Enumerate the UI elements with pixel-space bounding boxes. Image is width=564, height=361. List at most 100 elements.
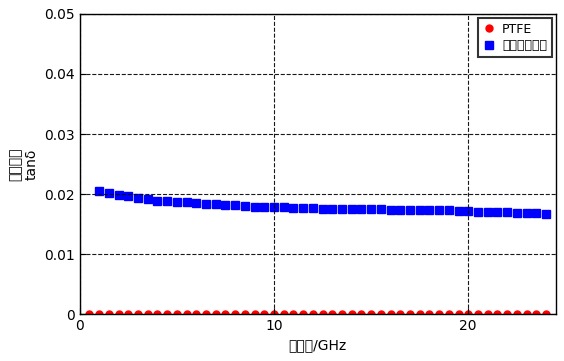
PTFE <box>290 312 297 316</box>
PTFE <box>251 312 258 316</box>
回路基板材料 <box>212 202 219 206</box>
回路基板材料 <box>416 208 423 212</box>
回路基板材料 <box>387 208 394 212</box>
PTFE <box>416 312 423 316</box>
Legend: PTFE, 回路基板材料: PTFE, 回路基板材料 <box>478 18 552 57</box>
回路基板材料 <box>183 200 190 205</box>
回路基板材料 <box>513 210 520 215</box>
回路基板材料 <box>193 201 200 205</box>
回路基板材料 <box>377 207 384 211</box>
回路基板材料 <box>164 199 170 204</box>
回路基板材料 <box>338 206 345 211</box>
回路基板材料 <box>202 201 209 206</box>
PTFE <box>232 312 239 316</box>
回路基板材料 <box>319 206 326 211</box>
PTFE <box>484 312 491 316</box>
回路基板材料 <box>105 191 112 195</box>
PTFE <box>358 312 365 316</box>
回路基板材料 <box>397 208 404 212</box>
回路基板材料 <box>358 207 365 211</box>
PTFE <box>523 312 530 316</box>
PTFE <box>202 312 209 316</box>
Line: 回路基板材料: 回路基板材料 <box>95 187 550 218</box>
回路基板材料 <box>523 211 530 216</box>
PTFE <box>533 312 540 316</box>
回路基板材料 <box>349 207 355 211</box>
PTFE <box>310 312 316 316</box>
回路基板材料 <box>280 205 287 209</box>
回路基板材料 <box>271 205 277 209</box>
PTFE <box>299 312 306 316</box>
Line: PTFE: PTFE <box>86 310 549 317</box>
PTFE <box>465 312 472 316</box>
PTFE <box>407 312 413 316</box>
回路基板材料 <box>494 210 501 214</box>
回路基板材料 <box>115 193 122 197</box>
PTFE <box>135 312 142 316</box>
PTFE <box>446 312 452 316</box>
PTFE <box>144 312 151 316</box>
回路基板材料 <box>154 199 161 203</box>
回路基板材料 <box>96 189 103 193</box>
PTFE <box>349 312 355 316</box>
回路基板材料 <box>474 209 481 214</box>
PTFE <box>513 312 520 316</box>
PTFE <box>174 312 180 316</box>
PTFE <box>271 312 277 316</box>
PTFE <box>377 312 384 316</box>
PTFE <box>494 312 501 316</box>
PTFE <box>164 312 170 316</box>
PTFE <box>387 312 394 316</box>
PTFE <box>436 312 443 316</box>
PTFE <box>397 312 404 316</box>
PTFE <box>261 312 268 316</box>
回路基板材料 <box>144 197 151 202</box>
回路基板材料 <box>241 204 248 208</box>
PTFE <box>183 312 190 316</box>
PTFE <box>426 312 433 316</box>
回路基板材料 <box>222 203 229 207</box>
回路基板材料 <box>504 210 510 214</box>
PTFE <box>504 312 510 316</box>
回路基板材料 <box>232 203 239 208</box>
回路基板材料 <box>251 205 258 209</box>
回路基板材料 <box>543 212 549 216</box>
Y-axis label: 誤電正接
tanδ: 誤電正接 tanδ <box>8 147 38 181</box>
回路基板材料 <box>484 209 491 214</box>
PTFE <box>193 312 200 316</box>
PTFE <box>455 312 462 316</box>
回路基板材料 <box>446 208 452 213</box>
PTFE <box>154 312 161 316</box>
回路基板材料 <box>465 209 472 213</box>
PTFE <box>212 312 219 316</box>
回路基板材料 <box>436 208 443 213</box>
PTFE <box>115 312 122 316</box>
回路基板材料 <box>455 209 462 213</box>
PTFE <box>280 312 287 316</box>
PTFE <box>329 312 336 316</box>
PTFE <box>86 312 93 316</box>
回路基板材料 <box>125 194 131 199</box>
回路基板材料 <box>407 208 413 212</box>
回路基板材料 <box>329 206 336 211</box>
回路基板材料 <box>426 208 433 213</box>
PTFE <box>105 312 112 316</box>
PTFE <box>222 312 229 316</box>
PTFE <box>319 312 326 316</box>
回路基板材料 <box>368 207 374 211</box>
PTFE <box>338 312 345 316</box>
回路基板材料 <box>290 206 297 210</box>
回路基板材料 <box>174 200 180 204</box>
回路基板材料 <box>135 196 142 200</box>
回路基板材料 <box>310 206 316 210</box>
回路基板材料 <box>261 205 268 209</box>
PTFE <box>96 312 103 316</box>
PTFE <box>125 312 131 316</box>
PTFE <box>474 312 481 316</box>
回路基板材料 <box>533 211 540 216</box>
PTFE <box>368 312 374 316</box>
PTFE <box>543 312 549 316</box>
X-axis label: 周波数/GHz: 周波数/GHz <box>289 339 347 353</box>
回路基板材料 <box>299 206 306 210</box>
PTFE <box>241 312 248 316</box>
